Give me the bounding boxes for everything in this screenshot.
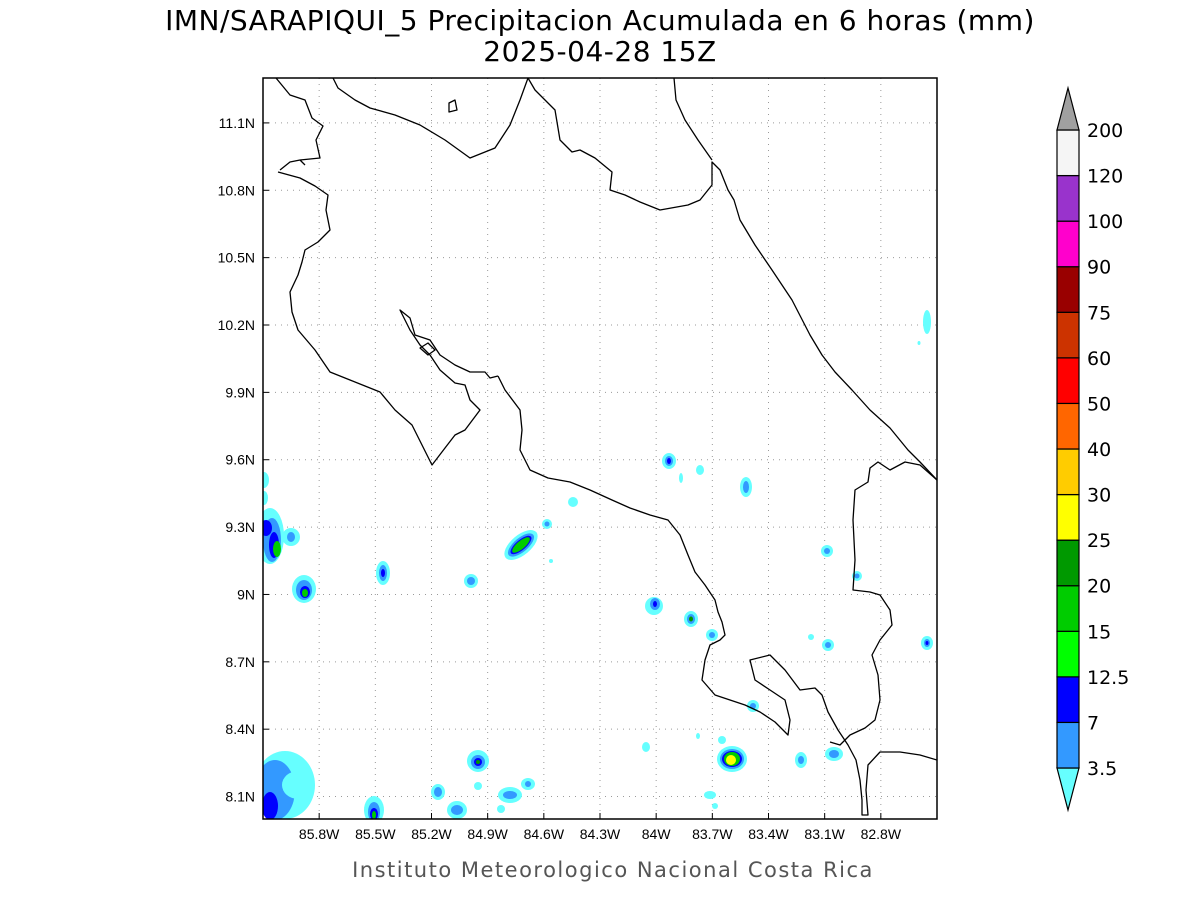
colorbar-label: 50 bbox=[1087, 393, 1111, 415]
colorbar-segment bbox=[1056, 448, 1080, 496]
coastlines bbox=[275, 78, 937, 816]
colorbar-segment bbox=[1056, 311, 1080, 359]
colorbar-label: 120 bbox=[1087, 166, 1123, 188]
precip-cell-83-9w-9-6n bbox=[662, 453, 752, 497]
lat-tick-label: 9.3N bbox=[225, 519, 255, 535]
latitude-tick-labels: 11.1N 10.8N 10.5N 10.2N 9.9N 9.6N 9.3N 9N 8.7N 8.… bbox=[218, 115, 255, 805]
colorbar-segment bbox=[1056, 220, 1080, 268]
colorbar-segment bbox=[1056, 539, 1080, 587]
precip-cell-west-edge bbox=[263, 472, 300, 564]
lon-tick-label: 84.9W bbox=[467, 826, 508, 842]
lon-tick-label: 83.1W bbox=[804, 826, 845, 842]
lon-tick-label: 84.3W bbox=[580, 826, 621, 842]
gulf-island bbox=[419, 342, 436, 356]
precipitation-field bbox=[263, 310, 933, 819]
lon-tick-label: 85.8W bbox=[299, 826, 340, 842]
credit-text: Instituto Meteorologico Nacional Costa R… bbox=[352, 858, 874, 882]
colorbar-label: 40 bbox=[1087, 439, 1111, 461]
lon-tick-label: 84.6W bbox=[524, 826, 565, 842]
lon-tick-label: 85.2W bbox=[411, 826, 452, 842]
colorbar-segment bbox=[1056, 129, 1080, 177]
map-subtitle-date: 2025-04-28 15Z bbox=[483, 35, 716, 68]
colorbar-segment bbox=[1056, 676, 1080, 724]
lon-tick-label: 83.4W bbox=[748, 826, 789, 842]
colorbar-label: 90 bbox=[1087, 257, 1111, 279]
lon-tick-label: 83.7W bbox=[692, 826, 733, 842]
colorbar-arrow-bottom bbox=[1056, 767, 1080, 813]
lon-tick-label: 82.8W bbox=[861, 826, 902, 842]
precipitation-colorbar: 3.5 7 12.5 15 20 25 30 40 50 60 75 90 100 120 200 bbox=[1056, 85, 1129, 813]
map-title: IMN/SARAPIQUI_5 Precipitacion Acumulada … bbox=[165, 4, 1035, 37]
colorbar-segment bbox=[1056, 493, 1080, 541]
colorbar-label: 3.5 bbox=[1087, 758, 1117, 780]
lake-nicaragua-shore bbox=[275, 78, 324, 171]
colorbar-segment bbox=[1056, 357, 1080, 405]
precip-cell-85-8w-9n bbox=[292, 575, 316, 603]
colorbar-segment bbox=[1056, 585, 1080, 632]
caribbean-coast bbox=[527, 78, 937, 481]
map-frame bbox=[262, 77, 938, 820]
lat-tick-label: 10.2N bbox=[218, 317, 255, 333]
lon-tick-label: 84W bbox=[642, 826, 672, 842]
colorbar-segment bbox=[1056, 266, 1080, 313]
lat-tick-label: 8.1N bbox=[225, 789, 255, 805]
pacific-coast-north bbox=[277, 171, 499, 466]
lat-tick-label: 10.5N bbox=[218, 250, 255, 266]
colorbar-label: 30 bbox=[1087, 485, 1111, 507]
map-plot-area bbox=[263, 78, 937, 819]
precip-cell-85-5w bbox=[376, 561, 390, 585]
colorbar-segment bbox=[1056, 402, 1080, 450]
colorbar-label: 7 bbox=[1087, 712, 1099, 734]
nicaragua-border bbox=[332, 78, 529, 159]
caribbean-point bbox=[673, 78, 713, 161]
colorbar-label: 20 bbox=[1087, 576, 1111, 598]
colorbar-arrow-top bbox=[1056, 85, 1080, 131]
colorbar-label: 60 bbox=[1087, 348, 1111, 370]
precip-cells-south bbox=[263, 750, 535, 819]
colorbar-segment bbox=[1056, 721, 1080, 769]
colorbar-segment bbox=[1056, 174, 1080, 222]
map-gridlines bbox=[263, 78, 937, 819]
colorbar-label: 25 bbox=[1087, 530, 1111, 552]
colorbar-label: 100 bbox=[1087, 211, 1123, 233]
colorbar-label: 200 bbox=[1087, 120, 1123, 142]
precip-cells-east bbox=[642, 310, 933, 752]
colorbar-segment bbox=[1056, 630, 1080, 678]
lat-tick-label: 9.6N bbox=[225, 452, 255, 468]
lat-tick-label: 9N bbox=[237, 586, 255, 602]
precip-cell-84-9w bbox=[464, 574, 478, 588]
colorbar-label: 15 bbox=[1087, 621, 1111, 643]
colorbar-label: 75 bbox=[1087, 302, 1111, 324]
lat-tick-label: 11.1N bbox=[219, 115, 255, 131]
pacific-coast-central bbox=[497, 375, 937, 816]
colorbar-label: 12.5 bbox=[1087, 667, 1129, 689]
lat-tick-label: 9.9N bbox=[225, 384, 255, 400]
lat-tick-label: 8.7N bbox=[225, 654, 255, 670]
precip-cell-84-6w bbox=[504, 497, 578, 563]
lon-tick-label: 85.5W bbox=[355, 826, 396, 842]
lake-island bbox=[448, 99, 458, 113]
precip-cell-peak-83-6w bbox=[704, 736, 843, 809]
lat-tick-label: 8.4N bbox=[225, 721, 255, 737]
lat-tick-label: 10.8N bbox=[218, 182, 255, 198]
panama-border bbox=[829, 461, 937, 746]
longitude-tick-labels: 85.8W 85.5W 85.2W 84.9W 84.6W 84.3W 84W 83.7W 83… bbox=[299, 826, 902, 842]
